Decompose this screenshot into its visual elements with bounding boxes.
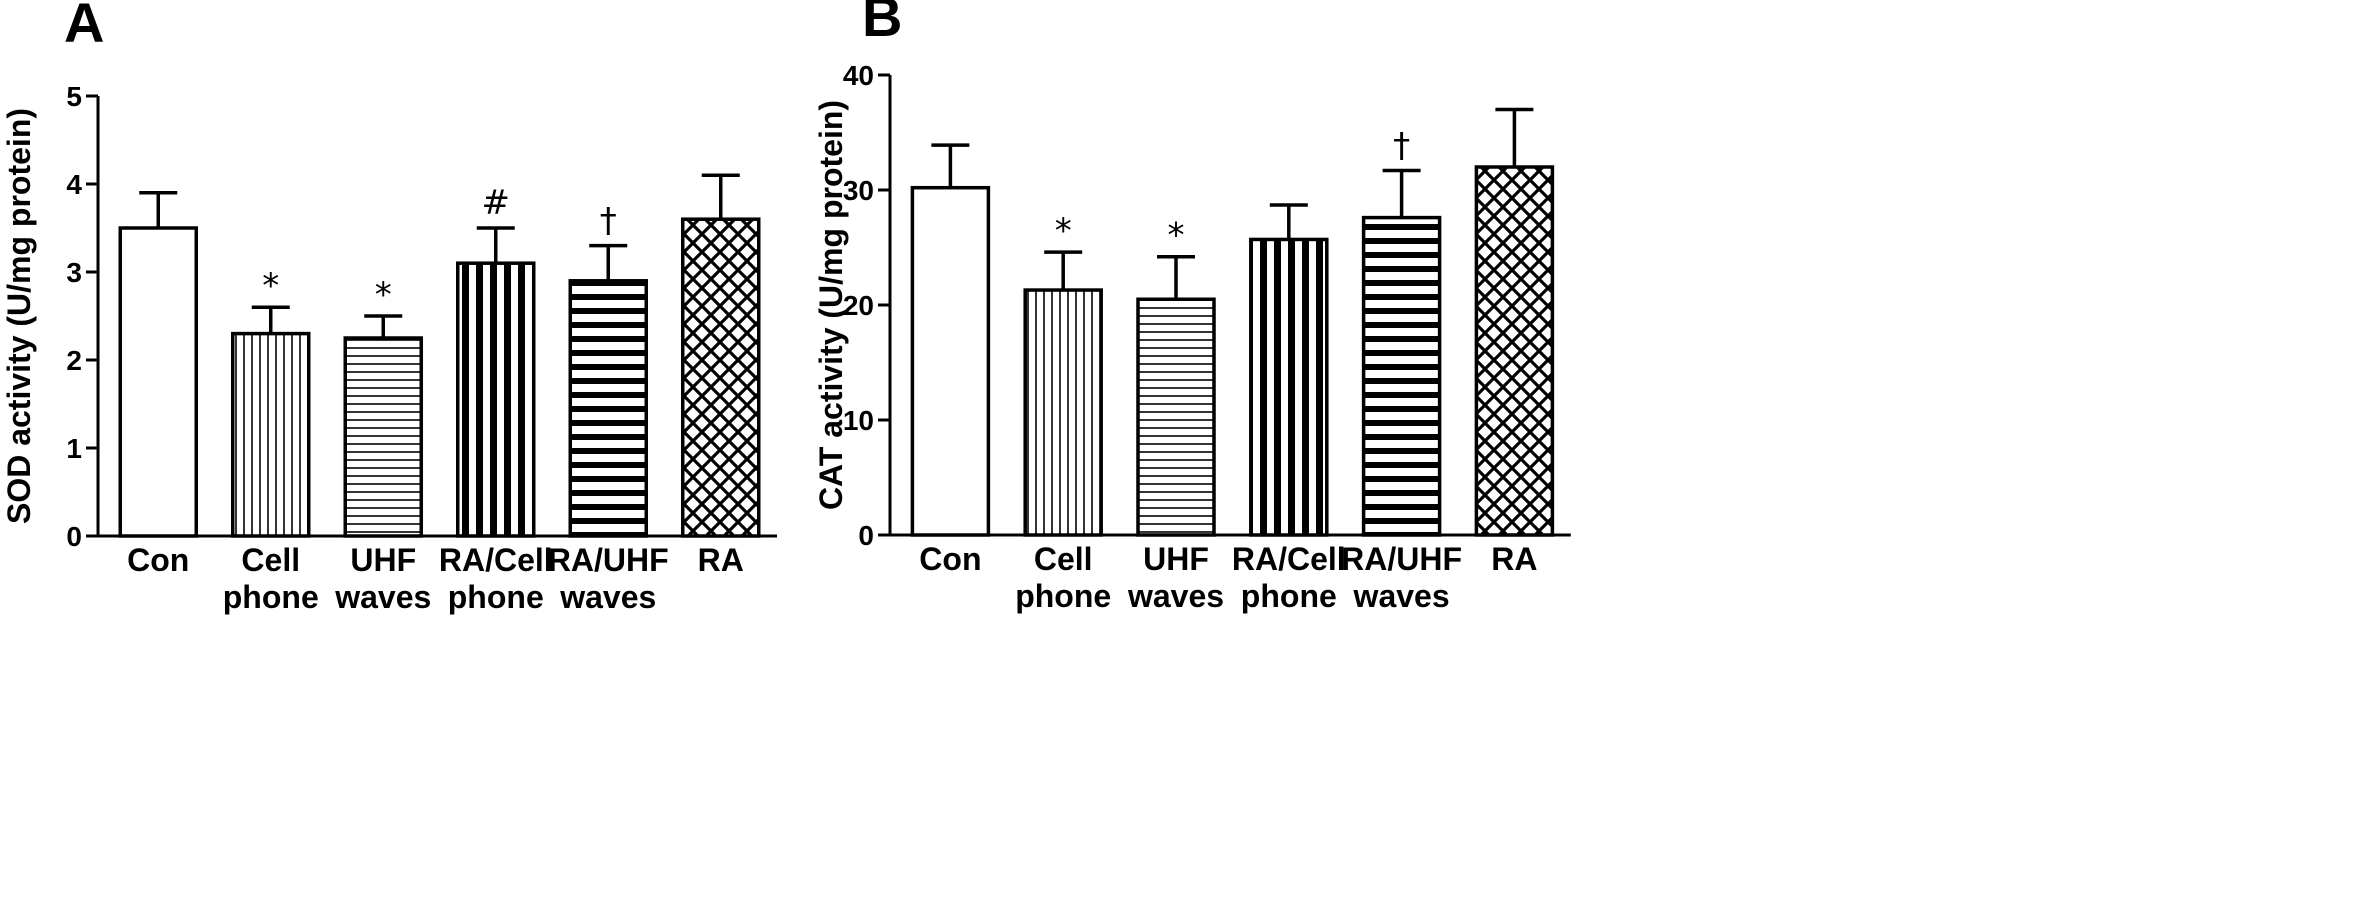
y-tick-label: 4 (66, 169, 82, 200)
significance-marker: * (375, 275, 392, 315)
category-label: RA/Cell phone (439, 542, 553, 615)
y-tick-label: 30 (843, 175, 874, 206)
y-tick-label: 5 (66, 81, 82, 112)
category-label: Cell phone (1015, 541, 1111, 614)
category-label: RA (698, 542, 744, 578)
bar (1361, 215, 1442, 537)
y-tick-label: 3 (66, 257, 82, 288)
y-tick-label: 0 (66, 521, 82, 552)
significance-marker: † (1393, 125, 1410, 165)
significance-marker: # (482, 183, 511, 223)
category-label: UHF waves (1127, 541, 1224, 614)
bar (343, 336, 423, 538)
category-label: Con (127, 542, 189, 578)
category-label: RA/UHF waves (548, 542, 669, 615)
panel-b: B 0 10 20 30 40 CAT activity (U/mg protein) Con… (813, 0, 1571, 614)
bar (1023, 288, 1103, 537)
panel-a: A 0 1 2 3 4 5 SOD activity (U/mg protein) Con * Ce… (1, 0, 777, 615)
bar (456, 261, 536, 538)
bar (910, 185, 991, 537)
bar (1474, 165, 1555, 537)
y-tick-label: 40 (843, 60, 874, 91)
y-tick-label: 20 (843, 290, 874, 321)
significance-marker: * (262, 266, 279, 306)
bar (568, 279, 648, 538)
y-tick-label: 2 (66, 345, 82, 376)
panel-letter: A (64, 0, 104, 54)
bar (231, 331, 311, 538)
category-label: UHF waves (334, 542, 431, 615)
significance-marker: * (1168, 216, 1185, 256)
bar (681, 217, 761, 538)
category-label: Con (919, 541, 981, 577)
y-axis-title: CAT activity (U/mg protein) (813, 100, 849, 510)
bar (1136, 297, 1216, 537)
category-label: RA/UHF waves (1341, 541, 1462, 614)
bar (1249, 237, 1329, 537)
y-tick-label: 0 (858, 520, 874, 551)
category-label: Cell phone (223, 542, 319, 615)
y-tick-label: 1 (66, 433, 82, 464)
bar (118, 226, 198, 538)
category-label: RA/Cell phone (1232, 541, 1346, 614)
significance-marker: * (1055, 211, 1072, 251)
y-axis-title: SOD activity (U/mg protein) (1, 108, 37, 524)
category-label: RA (1491, 541, 1537, 577)
significance-marker: † (600, 201, 617, 241)
y-tick-label: 10 (843, 405, 874, 436)
panel-letter: B (862, 0, 902, 48)
